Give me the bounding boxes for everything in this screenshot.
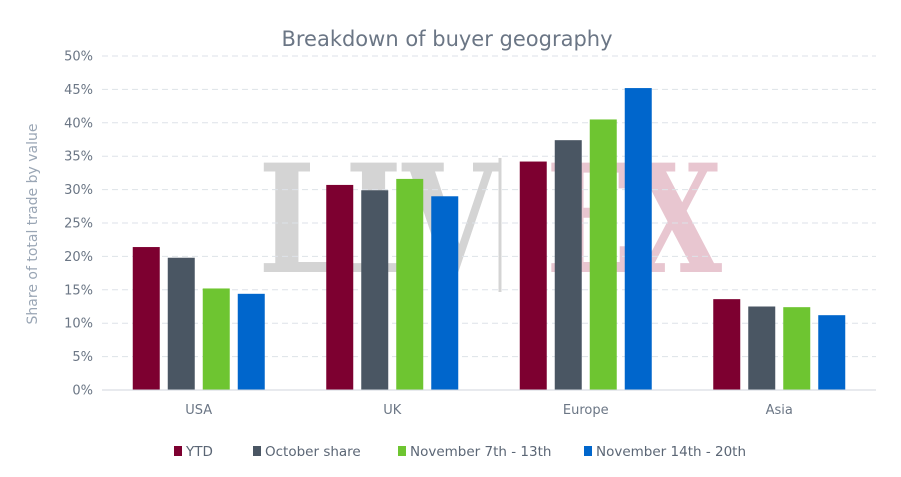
bar	[431, 196, 459, 390]
bars	[132, 88, 846, 391]
bar	[237, 293, 265, 390]
legend-label: November 7th - 13th	[410, 444, 551, 460]
bar	[202, 288, 230, 390]
bar	[589, 119, 617, 391]
bar	[361, 190, 389, 390]
bar	[326, 184, 354, 390]
y-tick-label: 40%	[64, 116, 93, 131]
chart-title: Breakdown of buyer geography	[281, 27, 612, 51]
x-tick-label: USA	[185, 403, 212, 418]
y-tick-label: 45%	[64, 83, 93, 98]
y-tick-label: 20%	[64, 250, 93, 265]
y-tick-label: 0%	[72, 384, 93, 399]
legend-swatch	[398, 446, 406, 456]
bar	[519, 161, 547, 390]
y-tick-label: 30%	[64, 183, 93, 198]
legend-swatch	[253, 446, 261, 456]
gridlines	[102, 55, 876, 358]
legend-swatch	[584, 446, 592, 456]
x-tick-label: UK	[383, 403, 402, 418]
y-axis-ticks: 0% 5% 10% 15% 20% 25% 30% 35% 40% 45% 50%	[64, 50, 93, 399]
y-tick-label: 35%	[64, 150, 93, 165]
bar	[396, 178, 424, 390]
legend-label: November 14th - 20th	[596, 444, 746, 460]
y-tick-label: 5%	[72, 350, 93, 365]
x-axis-ticks: USA UK Europe Asia	[185, 403, 793, 418]
y-tick-label: 50%	[64, 50, 93, 65]
legend-swatch	[174, 446, 182, 456]
legend: YTD October share November 7th - 13th Novem…	[174, 444, 746, 460]
bar	[554, 140, 582, 390]
bar	[783, 307, 811, 390]
legend-label: YTD	[185, 444, 213, 460]
x-tick-label: Europe	[563, 403, 609, 418]
bar	[167, 257, 195, 390]
bar	[713, 299, 741, 390]
bar	[818, 315, 846, 390]
legend-label: October share	[265, 444, 361, 460]
bar	[132, 247, 160, 390]
y-tick-label: 15%	[64, 283, 93, 298]
y-tick-label: 25%	[64, 217, 93, 232]
x-tick-label: Asia	[766, 403, 793, 418]
y-axis-label: Share of total trade by value	[25, 124, 41, 325]
bar	[748, 306, 776, 390]
y-tick-label: 10%	[64, 317, 93, 332]
bar	[624, 88, 652, 391]
